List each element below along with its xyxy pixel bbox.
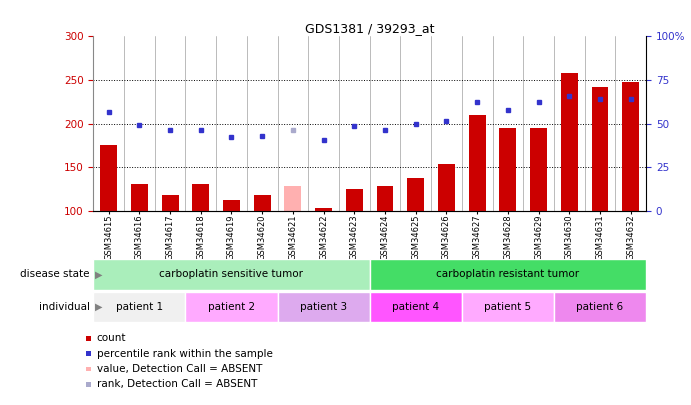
Bar: [254, 195, 271, 211]
Text: carboplatin resistant tumor: carboplatin resistant tumor: [436, 269, 580, 279]
Bar: [530, 128, 547, 211]
Bar: [93, 292, 185, 322]
Bar: [100, 145, 117, 211]
Bar: [623, 82, 639, 211]
Bar: [185, 292, 278, 322]
Bar: [285, 186, 301, 211]
Bar: [500, 128, 516, 211]
Bar: [346, 189, 363, 211]
Text: rank, Detection Call = ABSENT: rank, Detection Call = ABSENT: [97, 379, 257, 389]
Text: patient 1: patient 1: [116, 302, 163, 312]
Bar: [93, 259, 370, 290]
Bar: [438, 164, 455, 211]
Bar: [192, 185, 209, 211]
Text: patient 3: patient 3: [300, 302, 347, 312]
Bar: [591, 87, 609, 211]
Text: percentile rank within the sample: percentile rank within the sample: [97, 349, 273, 358]
Text: patient 2: patient 2: [208, 302, 255, 312]
Bar: [468, 115, 486, 211]
Bar: [223, 200, 240, 211]
Bar: [377, 186, 393, 211]
Text: carboplatin sensitive tumor: carboplatin sensitive tumor: [160, 269, 303, 279]
Bar: [462, 292, 554, 322]
Text: value, Detection Call = ABSENT: value, Detection Call = ABSENT: [97, 364, 262, 374]
Bar: [278, 292, 370, 322]
Bar: [370, 259, 646, 290]
Text: patient 5: patient 5: [484, 302, 531, 312]
Bar: [162, 195, 178, 211]
Text: disease state: disease state: [20, 269, 90, 279]
Text: ▶: ▶: [95, 302, 103, 312]
Bar: [131, 185, 148, 211]
Text: individual: individual: [39, 302, 90, 312]
Bar: [407, 177, 424, 211]
Title: GDS1381 / 39293_at: GDS1381 / 39293_at: [305, 22, 435, 35]
Text: patient 6: patient 6: [576, 302, 623, 312]
Text: patient 4: patient 4: [392, 302, 439, 312]
Text: ▶: ▶: [95, 269, 103, 279]
Bar: [561, 73, 578, 211]
Bar: [370, 292, 462, 322]
Text: count: count: [97, 333, 126, 343]
Bar: [315, 208, 332, 211]
Bar: [554, 292, 646, 322]
